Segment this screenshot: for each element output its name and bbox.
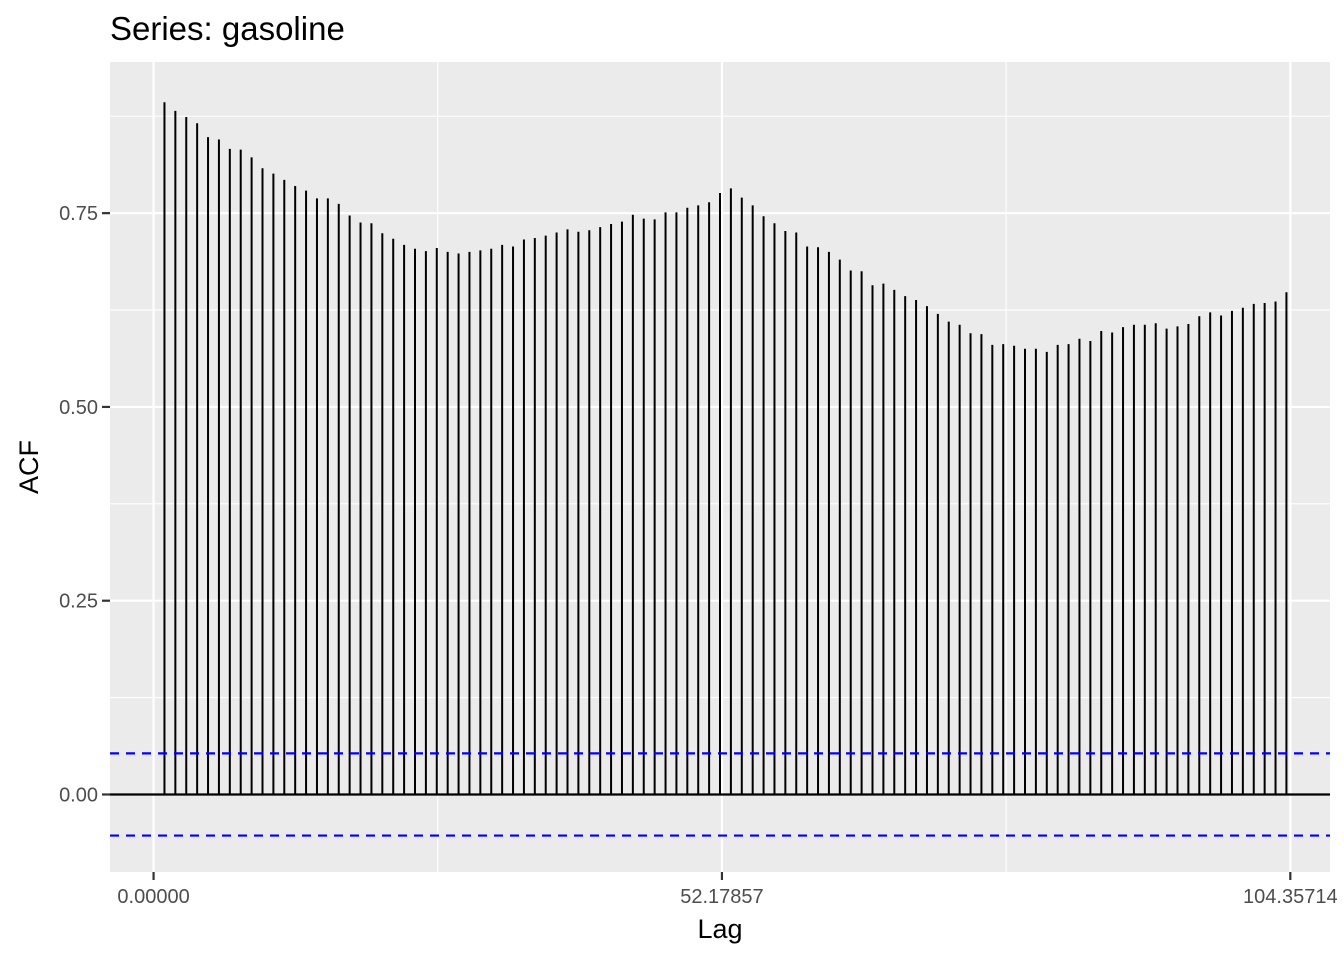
confidence-bounds [110,752,1330,837]
chart-title: Series: gasoline [110,10,345,47]
x-tick-label: 104.35714 [1243,886,1338,908]
y-tick-label: 0.75 [59,203,98,225]
y-axis: 0.00 0.25 0.50 0.75 [59,203,110,806]
x-tick-label: 0.00000 [117,886,189,908]
y-tick-label: 0.00 [59,784,98,806]
y-tick-label: 0.25 [59,591,98,613]
x-tick-label: 52.17857 [680,886,763,908]
y-tick-label: 0.50 [59,397,98,419]
x-axis: 0.00000 52.17857 104.35714 [117,872,1338,908]
acf-bars [163,102,1288,795]
x-axis-title: Lag [697,914,742,944]
y-axis-title: ACF [14,440,44,494]
